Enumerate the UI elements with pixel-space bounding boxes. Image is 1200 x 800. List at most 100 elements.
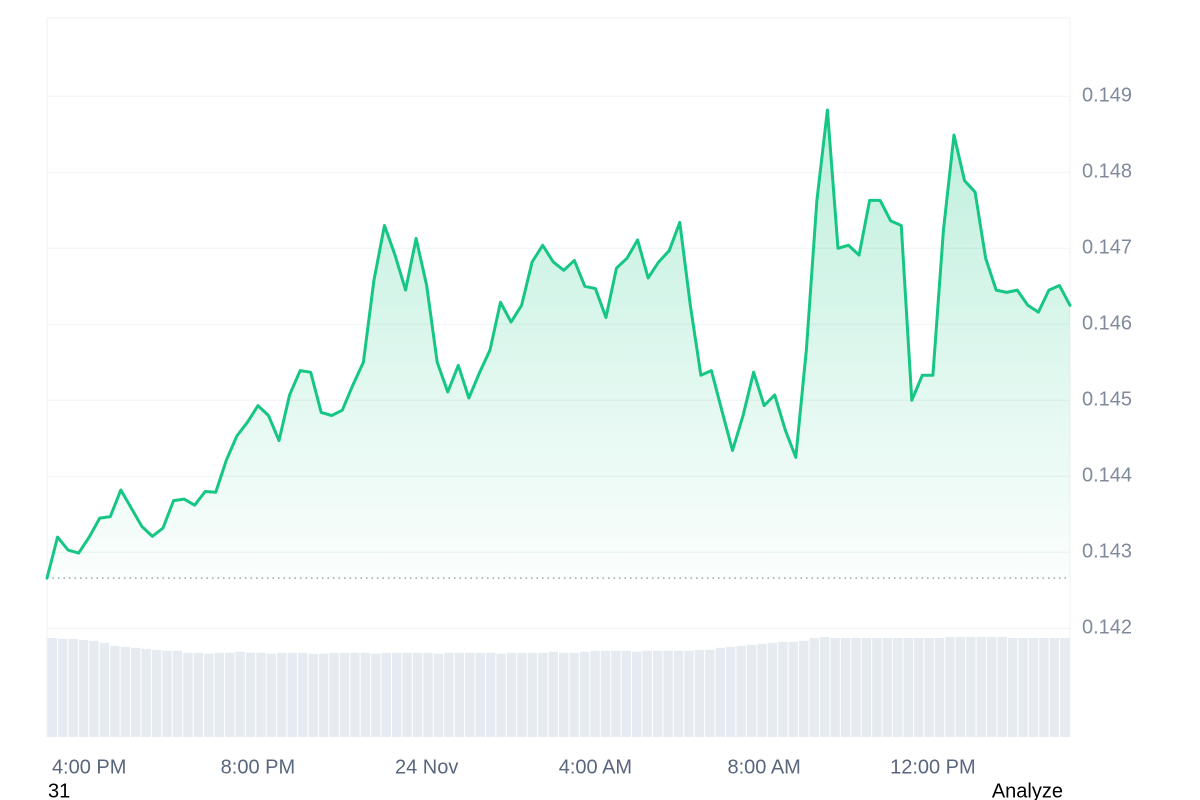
volume-bar: [1028, 637, 1039, 737]
volume-bar: [966, 636, 976, 737]
volume-bar: [485, 652, 496, 737]
volume-bar: [204, 653, 214, 737]
volume-bar: [924, 637, 934, 737]
volume-bar: [68, 638, 78, 737]
volume-bar: [110, 645, 120, 737]
volume-bar: [1049, 637, 1060, 737]
volume-bar: [778, 641, 788, 737]
volume-bar: [903, 637, 913, 737]
plot: [45, 108, 1072, 580]
volume-bar: [287, 652, 298, 737]
volume-bar: [1060, 637, 1070, 737]
y-tick-label: 0.142: [1082, 617, 1132, 639]
volume-bar: [872, 637, 882, 737]
volume-bar: [183, 652, 193, 737]
volume-bar: [736, 645, 746, 737]
volume-bar: [402, 652, 412, 737]
volume-bar: [663, 650, 673, 737]
volume-bar: [861, 637, 872, 737]
volume-bar: [527, 652, 538, 737]
volume-bar: [141, 648, 151, 737]
volume-bar: [235, 651, 245, 737]
volume-bar: [256, 652, 266, 737]
volume-bar: [945, 636, 955, 737]
volume-bar: [193, 652, 204, 737]
volume-bar: [371, 653, 381, 737]
volume-bar: [569, 652, 579, 737]
volume-bar: [465, 652, 475, 737]
volume-bar: [78, 639, 89, 737]
x-tick-label: 8:00 PM: [221, 756, 295, 778]
y-tick-label: 0.146: [1082, 313, 1132, 335]
volume-bar: [548, 651, 558, 737]
price-line: [45, 108, 1072, 580]
volume-bar: [621, 650, 632, 737]
volume-bar: [308, 653, 318, 737]
volume-bar: [381, 652, 391, 737]
volume-bar: [705, 649, 715, 737]
volume-bar: [788, 641, 799, 737]
volume-bar: [976, 636, 986, 737]
volume-bar: [1018, 637, 1028, 737]
volume-bar: [350, 652, 360, 737]
volume-bar: [131, 647, 141, 737]
volume-bar: [726, 646, 736, 737]
y-tick-label: 0.143: [1082, 541, 1132, 563]
y-tick-label: 0.144: [1082, 465, 1132, 487]
volume-bar: [882, 637, 893, 737]
axis-labels: 0.142 0.143 0.144 0.145 0.146 0.147 0.148 0.149…: [52, 85, 1132, 779]
x-tick-label: 4:00 AM: [559, 756, 632, 778]
volume-bar: [746, 644, 757, 737]
volume-bar: [329, 652, 339, 737]
x-tick-label: 4:00 PM: [52, 756, 126, 778]
volume-bar: [214, 652, 224, 737]
volume-bar: [694, 649, 705, 737]
volume-bar: [89, 640, 99, 737]
volume-bar: [423, 652, 433, 737]
volume-bars: [47, 636, 1070, 737]
volume-bar: [590, 650, 600, 737]
volume-bar: [277, 652, 287, 737]
volume-bar: [715, 647, 726, 737]
volume-bar: [538, 652, 548, 737]
volume-bar: [955, 636, 966, 737]
volume-bar: [652, 650, 663, 737]
volume-bar: [600, 650, 611, 737]
volume-bar: [934, 637, 945, 737]
volume-bar: [1039, 637, 1049, 737]
volume-bar: [433, 653, 444, 737]
footer-left: 31: [48, 780, 70, 800]
volume-bar: [642, 650, 652, 737]
y-tick-label: 0.149: [1082, 85, 1132, 107]
volume-bar: [298, 652, 308, 737]
volume-bar: [475, 652, 485, 737]
volume-bar: [412, 652, 423, 737]
volume-bar: [893, 637, 903, 737]
volume-bar: [391, 652, 402, 737]
volume-bar: [986, 636, 997, 737]
volume-bar: [57, 638, 68, 737]
volume-bar: [611, 650, 621, 737]
y-tick-label: 0.147: [1082, 237, 1132, 259]
volume-bar: [799, 640, 809, 737]
footer-right[interactable]: Analyze: [992, 780, 1063, 800]
y-tick-label: 0.148: [1082, 161, 1132, 183]
volume-bar: [819, 636, 830, 737]
price-area: [47, 109, 1070, 579]
x-tick-label: 8:00 AM: [727, 756, 800, 778]
volume-bar: [579, 651, 590, 737]
x-tick-label: 24 Nov: [395, 756, 458, 778]
volume-bar: [997, 636, 1007, 737]
volume-bar: [454, 652, 465, 737]
volume-bar: [684, 650, 694, 737]
volume-bar: [245, 652, 256, 737]
y-tick-label: 0.145: [1082, 389, 1132, 411]
volume-bar: [757, 643, 767, 737]
volume-bar: [360, 652, 371, 737]
volume-bar: [830, 637, 840, 737]
volume-bar: [318, 653, 329, 737]
volume-bar: [559, 652, 569, 737]
volume-bar: [851, 637, 861, 737]
